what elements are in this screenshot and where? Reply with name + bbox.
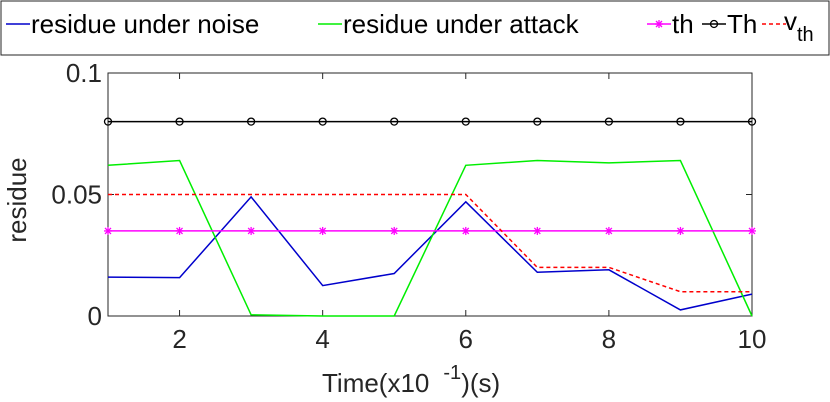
- data-point: [175, 226, 184, 235]
- legend-label-attack: residue under attack: [343, 9, 580, 39]
- series-line-4: [108, 193, 752, 293]
- y-tick-label: 0: [88, 301, 102, 331]
- data-point: [318, 226, 327, 235]
- x-tick-label: 2: [172, 324, 186, 354]
- series-3: [103, 117, 757, 126]
- data-point: [676, 226, 685, 235]
- data-point: [104, 226, 112, 235]
- data-point: [390, 117, 399, 126]
- legend-label-th: th: [672, 9, 694, 39]
- data-point: [246, 117, 256, 126]
- legend-box: [0, 0, 830, 56]
- data-point: [676, 117, 685, 126]
- series-2: [104, 226, 756, 235]
- y-tick-label: 0.1: [66, 58, 102, 88]
- data-point: [461, 226, 470, 235]
- data-point: [748, 226, 756, 235]
- data-point: [604, 117, 614, 126]
- plot-area: 2 4 6 8 10 0 0.05 0.1: [51, 58, 766, 354]
- data-point: [103, 117, 113, 126]
- series-line-1: [107, 159, 753, 317]
- x-tick-label: 8: [602, 324, 616, 354]
- y-axis-label: residue: [2, 157, 32, 242]
- data-point: [533, 226, 542, 235]
- x-axis-label: Time(x10 -1)(s): [322, 362, 500, 398]
- legend-marker-Th: [709, 19, 719, 29]
- data-point: [604, 226, 613, 235]
- data-point: [318, 117, 327, 126]
- series-4: [108, 193, 752, 293]
- data-point: [461, 117, 470, 126]
- x-tick-label: 6: [459, 324, 473, 354]
- y-tick-label: 0.05: [51, 180, 102, 210]
- x-tick-label: 4: [315, 324, 329, 354]
- x-tick-label: 10: [738, 324, 767, 354]
- data-point: [747, 117, 757, 126]
- series-1: [107, 159, 753, 317]
- legend-marker-th: [655, 20, 663, 28]
- data-point: [390, 226, 399, 235]
- legend-label-vth: vth: [784, 6, 814, 46]
- legend: residue under noise residue under attack…: [0, 0, 830, 56]
- legend-label-noise: residue under noise: [31, 9, 259, 39]
- data-point: [247, 226, 256, 235]
- data-point: [175, 117, 184, 126]
- data-point: [533, 117, 542, 126]
- legend-label-Th: Th: [727, 9, 757, 39]
